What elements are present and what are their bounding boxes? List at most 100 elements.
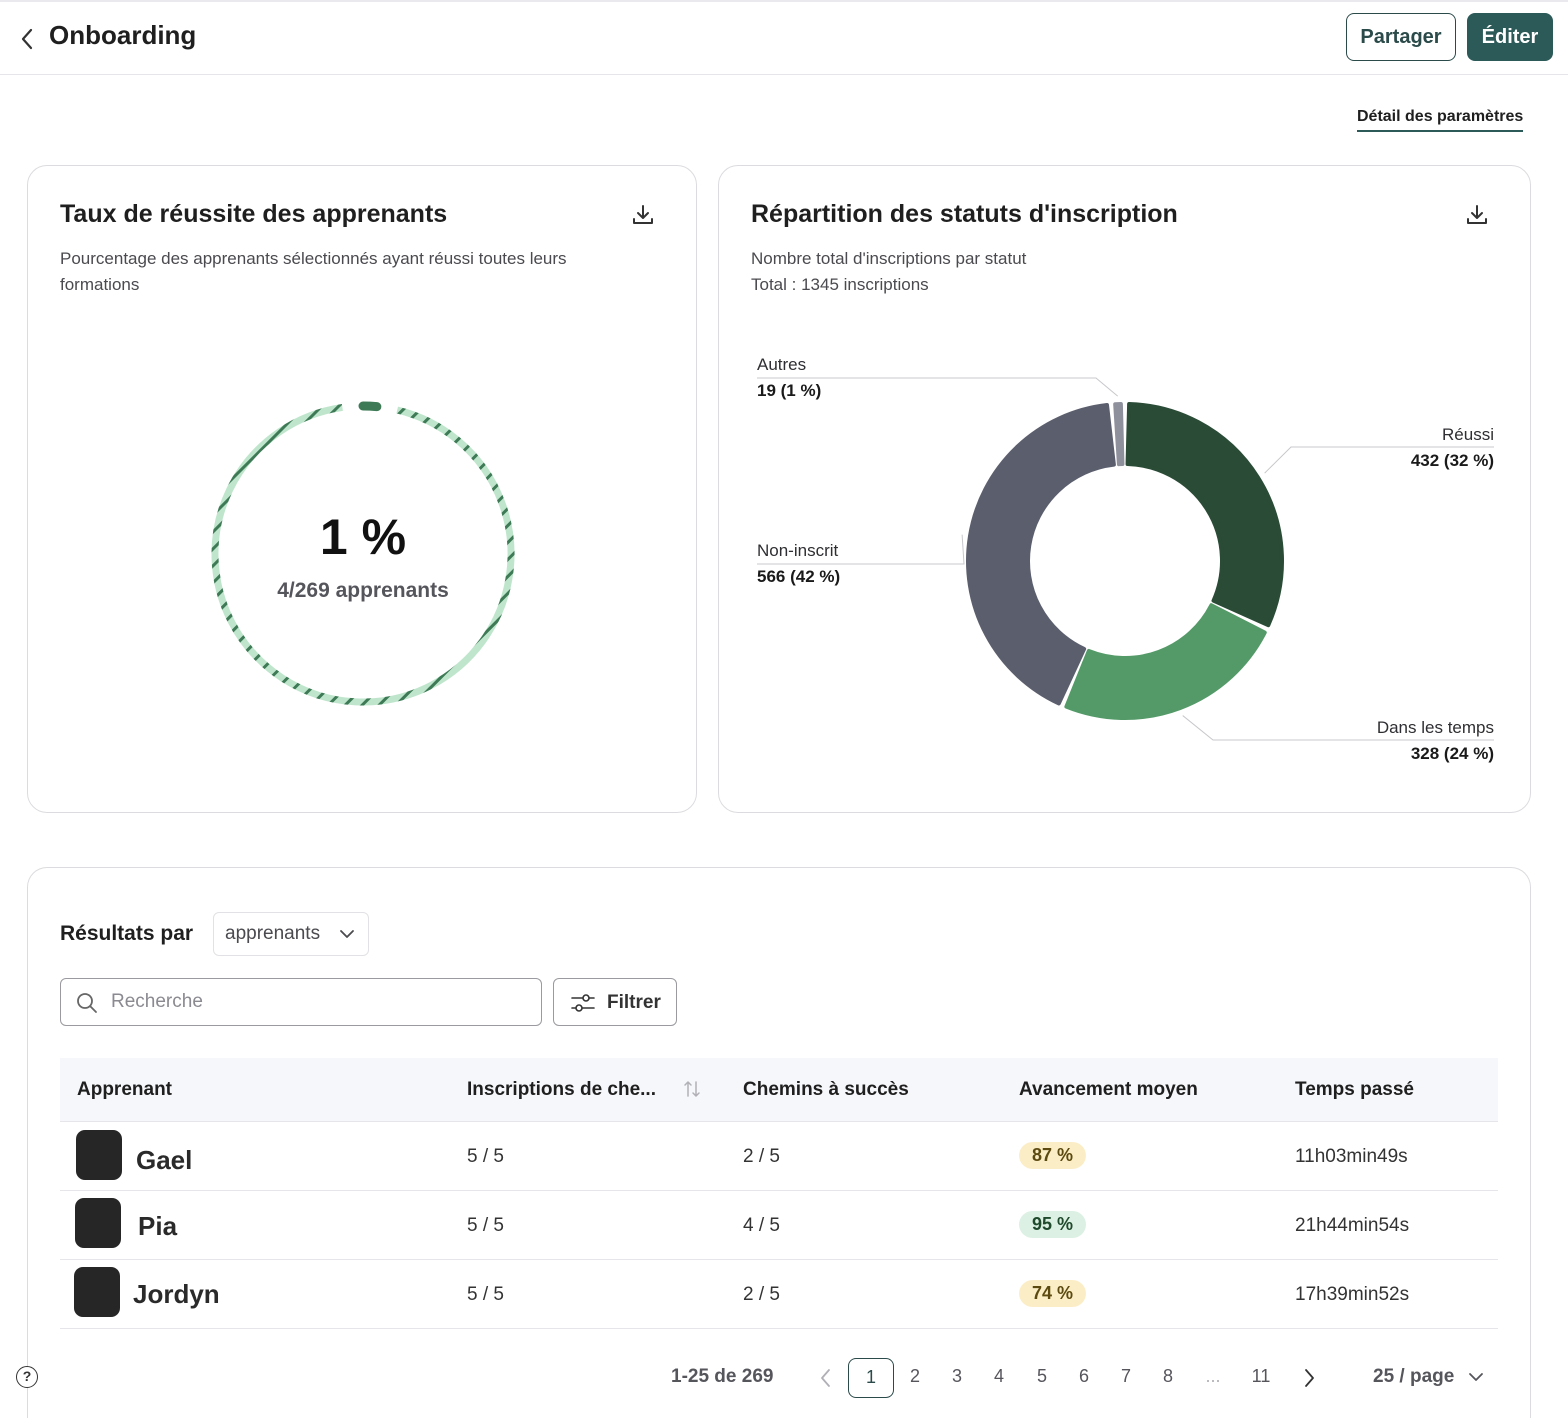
download-icon[interactable] bbox=[630, 202, 656, 228]
avatar bbox=[74, 1267, 120, 1317]
download-icon[interactable] bbox=[1464, 202, 1490, 228]
page-button-4[interactable]: 4 bbox=[993, 1366, 1004, 1386]
table-row[interactable]: Jordyn 5 / 5 2 / 5 74 % 17h39min52s bbox=[60, 1260, 1498, 1329]
page-button-5[interactable]: 5 bbox=[1036, 1366, 1047, 1386]
page-button-11[interactable]: 11 bbox=[1251, 1366, 1271, 1386]
pagination: 1-25 de 269 1 2 3 4 5 6 7 8 ... 11 25 / … bbox=[28, 1358, 1532, 1398]
progress-badge: 74 % bbox=[1019, 1280, 1087, 1307]
search-field[interactable] bbox=[60, 978, 542, 1026]
success-paths-cell: 2 / 5 bbox=[743, 1146, 780, 1167]
chevron-left-icon[interactable] bbox=[14, 24, 40, 54]
page-button-8[interactable]: 8 bbox=[1162, 1366, 1173, 1386]
leader-line bbox=[1264, 446, 1494, 474]
group-by-select[interactable]: apprenants bbox=[213, 912, 369, 956]
share-button[interactable]: Partager bbox=[1346, 13, 1456, 61]
card-title: Répartition des statuts d'inscription bbox=[751, 200, 1178, 228]
page-button-6[interactable]: 6 bbox=[1078, 1366, 1089, 1386]
page-button-3[interactable]: 3 bbox=[951, 1366, 962, 1386]
chevron-down-icon bbox=[338, 925, 356, 949]
leader-line bbox=[1182, 715, 1494, 741]
card-subtitle: Pourcentage des apprenants sélectionnés … bbox=[60, 246, 567, 298]
page-button-7[interactable]: 7 bbox=[1120, 1366, 1131, 1386]
page-button-1[interactable]: 1 bbox=[848, 1358, 894, 1398]
subtitle-line: formations bbox=[60, 275, 140, 294]
slice-name: Réussi bbox=[1442, 425, 1494, 444]
learner-name[interactable]: Gael bbox=[136, 1145, 193, 1175]
results-table: Apprenant Inscriptions de che... Chemins… bbox=[60, 1058, 1498, 1329]
table-header: Apprenant Inscriptions de che... Chemins… bbox=[60, 1058, 1498, 1122]
leader-line bbox=[757, 377, 1119, 397]
page-button-2[interactable]: 2 bbox=[909, 1366, 920, 1386]
slice-label-autres: Autres 19 (1 %) bbox=[757, 352, 821, 404]
enrollments-cell: 5 / 5 bbox=[467, 1215, 504, 1236]
ring-progress bbox=[358, 401, 382, 412]
page-title: Onboarding bbox=[49, 20, 197, 50]
slice-name: Autres bbox=[757, 355, 807, 374]
page-ellipsis[interactable]: ... bbox=[1205, 1366, 1221, 1386]
success-paths-cell: 4 / 5 bbox=[743, 1215, 780, 1236]
slice-name: Non-inscrit bbox=[757, 541, 839, 560]
slice-label-non-inscrit: Non-inscrit 566 (42 %) bbox=[757, 538, 840, 590]
card-subtitle: Nombre total d'inscriptions par statut T… bbox=[751, 246, 1026, 298]
avatar bbox=[75, 1198, 121, 1248]
help-icon[interactable]: ? bbox=[16, 1366, 38, 1388]
ring-track bbox=[211, 403, 515, 706]
group-by-value: apprenants bbox=[225, 923, 321, 944]
page-size-value: 25 / page bbox=[1373, 1366, 1455, 1387]
enrollments-cell: 5 / 5 bbox=[467, 1146, 504, 1167]
pagination-range: 1-25 de 269 bbox=[671, 1366, 774, 1387]
status-donut-chart bbox=[757, 377, 1494, 741]
success-rate-card: Taux de réussite des apprenants Pourcent… bbox=[27, 165, 697, 813]
slice-name: Dans les temps bbox=[1376, 718, 1494, 737]
sort-icon[interactable] bbox=[682, 1078, 702, 1105]
success-paths-cell: 2 / 5 bbox=[743, 1284, 780, 1305]
donut-slice-réussi[interactable] bbox=[1125, 402, 1284, 628]
donut-slice-autres[interactable] bbox=[1113, 402, 1125, 467]
time-cell: 17h39min52s bbox=[1295, 1284, 1410, 1305]
status-distribution-card: Répartition des statuts d'inscription No… bbox=[718, 165, 1531, 813]
slice-value: 432 (32 %) bbox=[1410, 451, 1494, 470]
subtitle-line: Pourcentage des apprenants sélectionnés … bbox=[60, 249, 567, 268]
edit-button[interactable]: Éditer bbox=[1467, 13, 1553, 61]
chevron-left-icon[interactable] bbox=[818, 1367, 834, 1394]
table-row[interactable]: Gael 5 / 5 2 / 5 87 % 11h03min49s bbox=[60, 1122, 1498, 1191]
search-input[interactable] bbox=[111, 987, 521, 1017]
slice-value: 328 (24 %) bbox=[1410, 744, 1494, 763]
column-header-enrollments[interactable]: Inscriptions de che... bbox=[467, 1079, 656, 1100]
learner-name[interactable]: Pia bbox=[138, 1211, 178, 1241]
subtitle-line: Nombre total d'inscriptions par statut bbox=[751, 249, 1027, 268]
chevron-right-icon[interactable] bbox=[1301, 1367, 1317, 1394]
page-header: Onboarding Partager Éditer bbox=[0, 2, 1568, 75]
progress-ring bbox=[208, 399, 518, 709]
page-size-select[interactable]: 25 / page bbox=[1373, 1366, 1483, 1388]
top-border bbox=[0, 0, 1568, 2]
settings-detail-link[interactable]: Détail des paramètres bbox=[1357, 108, 1524, 132]
time-cell: 21h44min54s bbox=[1295, 1215, 1410, 1236]
column-header-learner[interactable]: Apprenant bbox=[77, 1079, 172, 1100]
progress-badge: 87 % bbox=[1019, 1142, 1087, 1169]
learner-name[interactable]: Jordyn bbox=[133, 1279, 220, 1309]
results-card: Résultats par apprenants Filtrer Apprena… bbox=[27, 867, 1531, 1418]
enrollments-cell: 5 / 5 bbox=[467, 1284, 504, 1305]
chevron-down-icon bbox=[1467, 1368, 1485, 1392]
filter-button[interactable]: Filtrer bbox=[553, 978, 677, 1026]
table-row[interactable]: Pia 5 / 5 4 / 5 95 % 21h44min54s bbox=[60, 1191, 1498, 1260]
slice-value: 566 (42 %) bbox=[757, 567, 841, 586]
time-cell: 11h03min49s bbox=[1295, 1146, 1408, 1167]
filter-label: Filtrer bbox=[607, 992, 661, 1013]
column-header-success-paths[interactable]: Chemins à succès bbox=[743, 1079, 909, 1100]
slice-label-réussi: Réussi 432 (32 %) bbox=[1411, 422, 1494, 474]
slice-label-dans-les-temps: Dans les temps 328 (24 %) bbox=[1377, 715, 1494, 767]
total-inscriptions: Total : 1345 inscriptions bbox=[751, 275, 929, 294]
donut-slice-dans-les-temps[interactable] bbox=[1064, 603, 1267, 720]
results-by-label: Résultats par bbox=[60, 922, 194, 945]
success-rate-detail: 4/269 apprenants bbox=[277, 579, 449, 602]
slice-value: 19 (1 %) bbox=[757, 381, 822, 400]
avatar bbox=[76, 1130, 122, 1180]
success-rate-value: 1 % bbox=[319, 509, 407, 565]
donut-slice-non-inscrit[interactable] bbox=[966, 403, 1116, 706]
column-header-progress[interactable]: Avancement moyen bbox=[1019, 1079, 1198, 1100]
search-icon bbox=[75, 991, 99, 1020]
leader-line bbox=[757, 534, 965, 565]
column-header-time[interactable]: Temps passé bbox=[1295, 1079, 1414, 1100]
